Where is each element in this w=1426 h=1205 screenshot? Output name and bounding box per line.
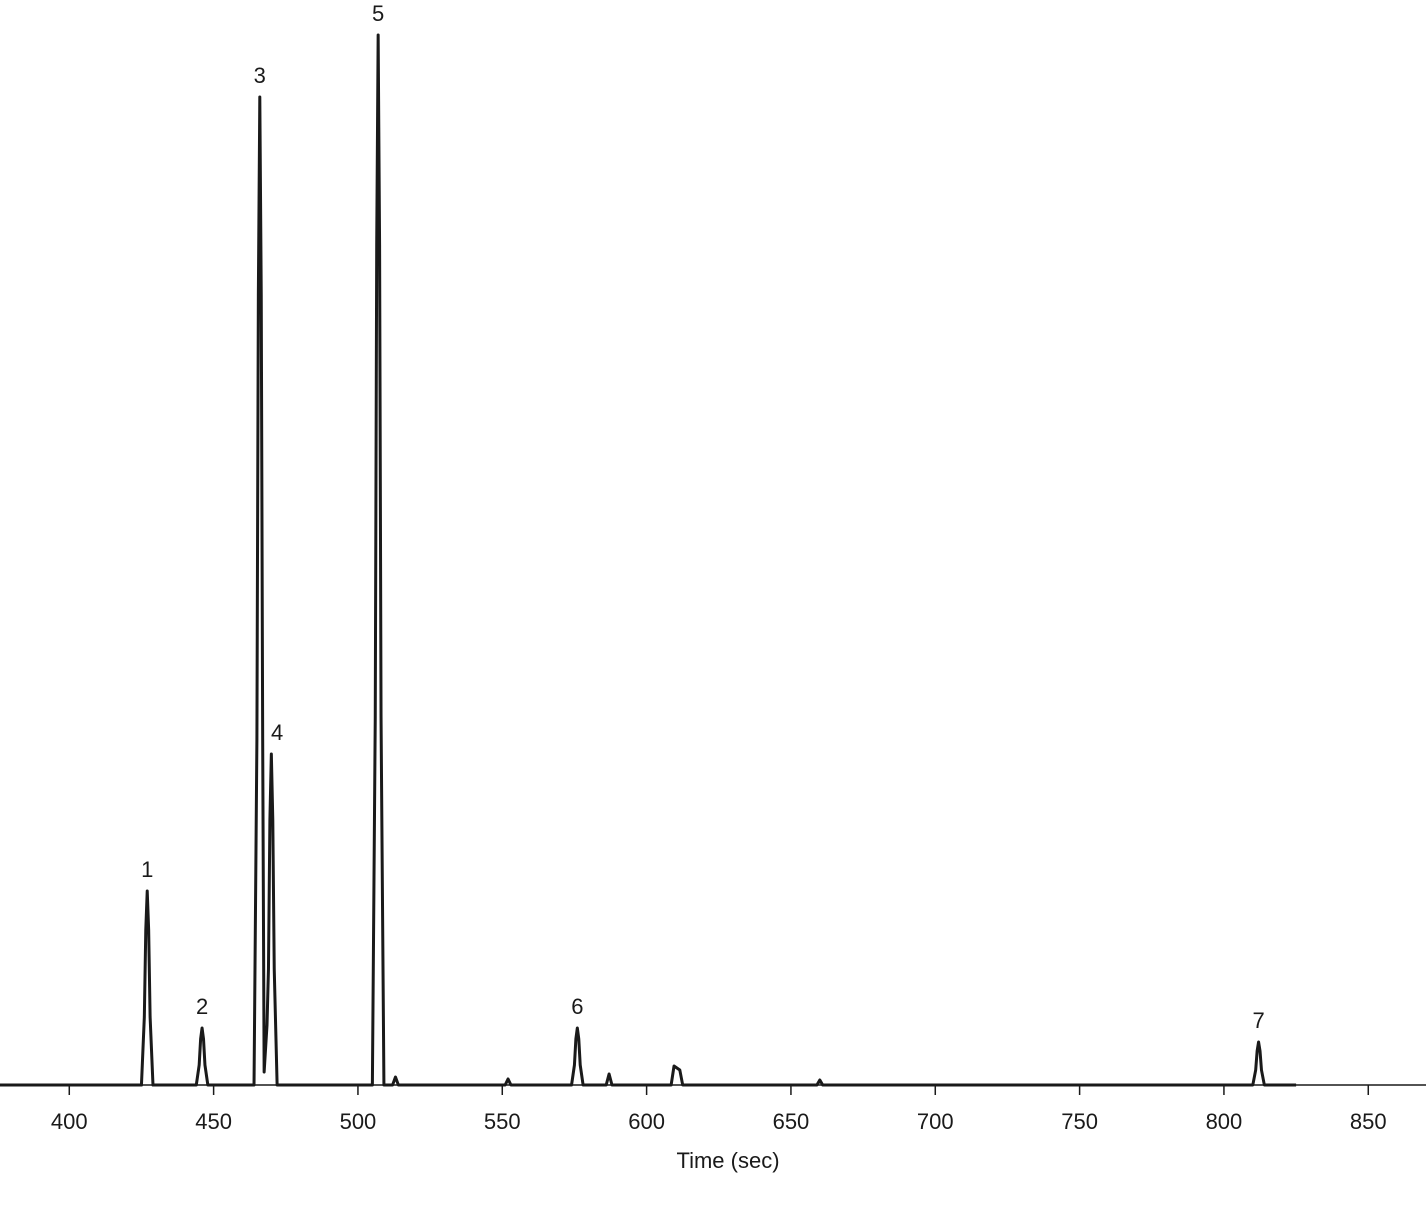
peak-label: 5 [372, 1, 384, 26]
peak-label: 2 [196, 994, 208, 1019]
peak-label: 6 [571, 994, 583, 1019]
trace [0, 33, 1297, 1087]
x-axis-title: Time (sec) [676, 1148, 779, 1173]
x-tick-label: 450 [195, 1109, 232, 1134]
x-tick-label: 550 [484, 1109, 521, 1134]
x-tick-label: 850 [1350, 1109, 1387, 1134]
peak-label: 7 [1252, 1008, 1264, 1033]
x-tick-label: 800 [1206, 1109, 1243, 1134]
x-tick-label: 700 [917, 1109, 954, 1134]
peak-label: 4 [271, 720, 283, 745]
x-tick-label: 500 [340, 1109, 377, 1134]
peak-label: 3 [254, 63, 266, 88]
x-tick-label: 600 [628, 1109, 665, 1134]
x-tick-label: 400 [51, 1109, 88, 1134]
x-tick-label: 750 [1061, 1109, 1098, 1134]
x-tick-label: 650 [773, 1109, 810, 1134]
peak-label: 1 [141, 857, 153, 882]
